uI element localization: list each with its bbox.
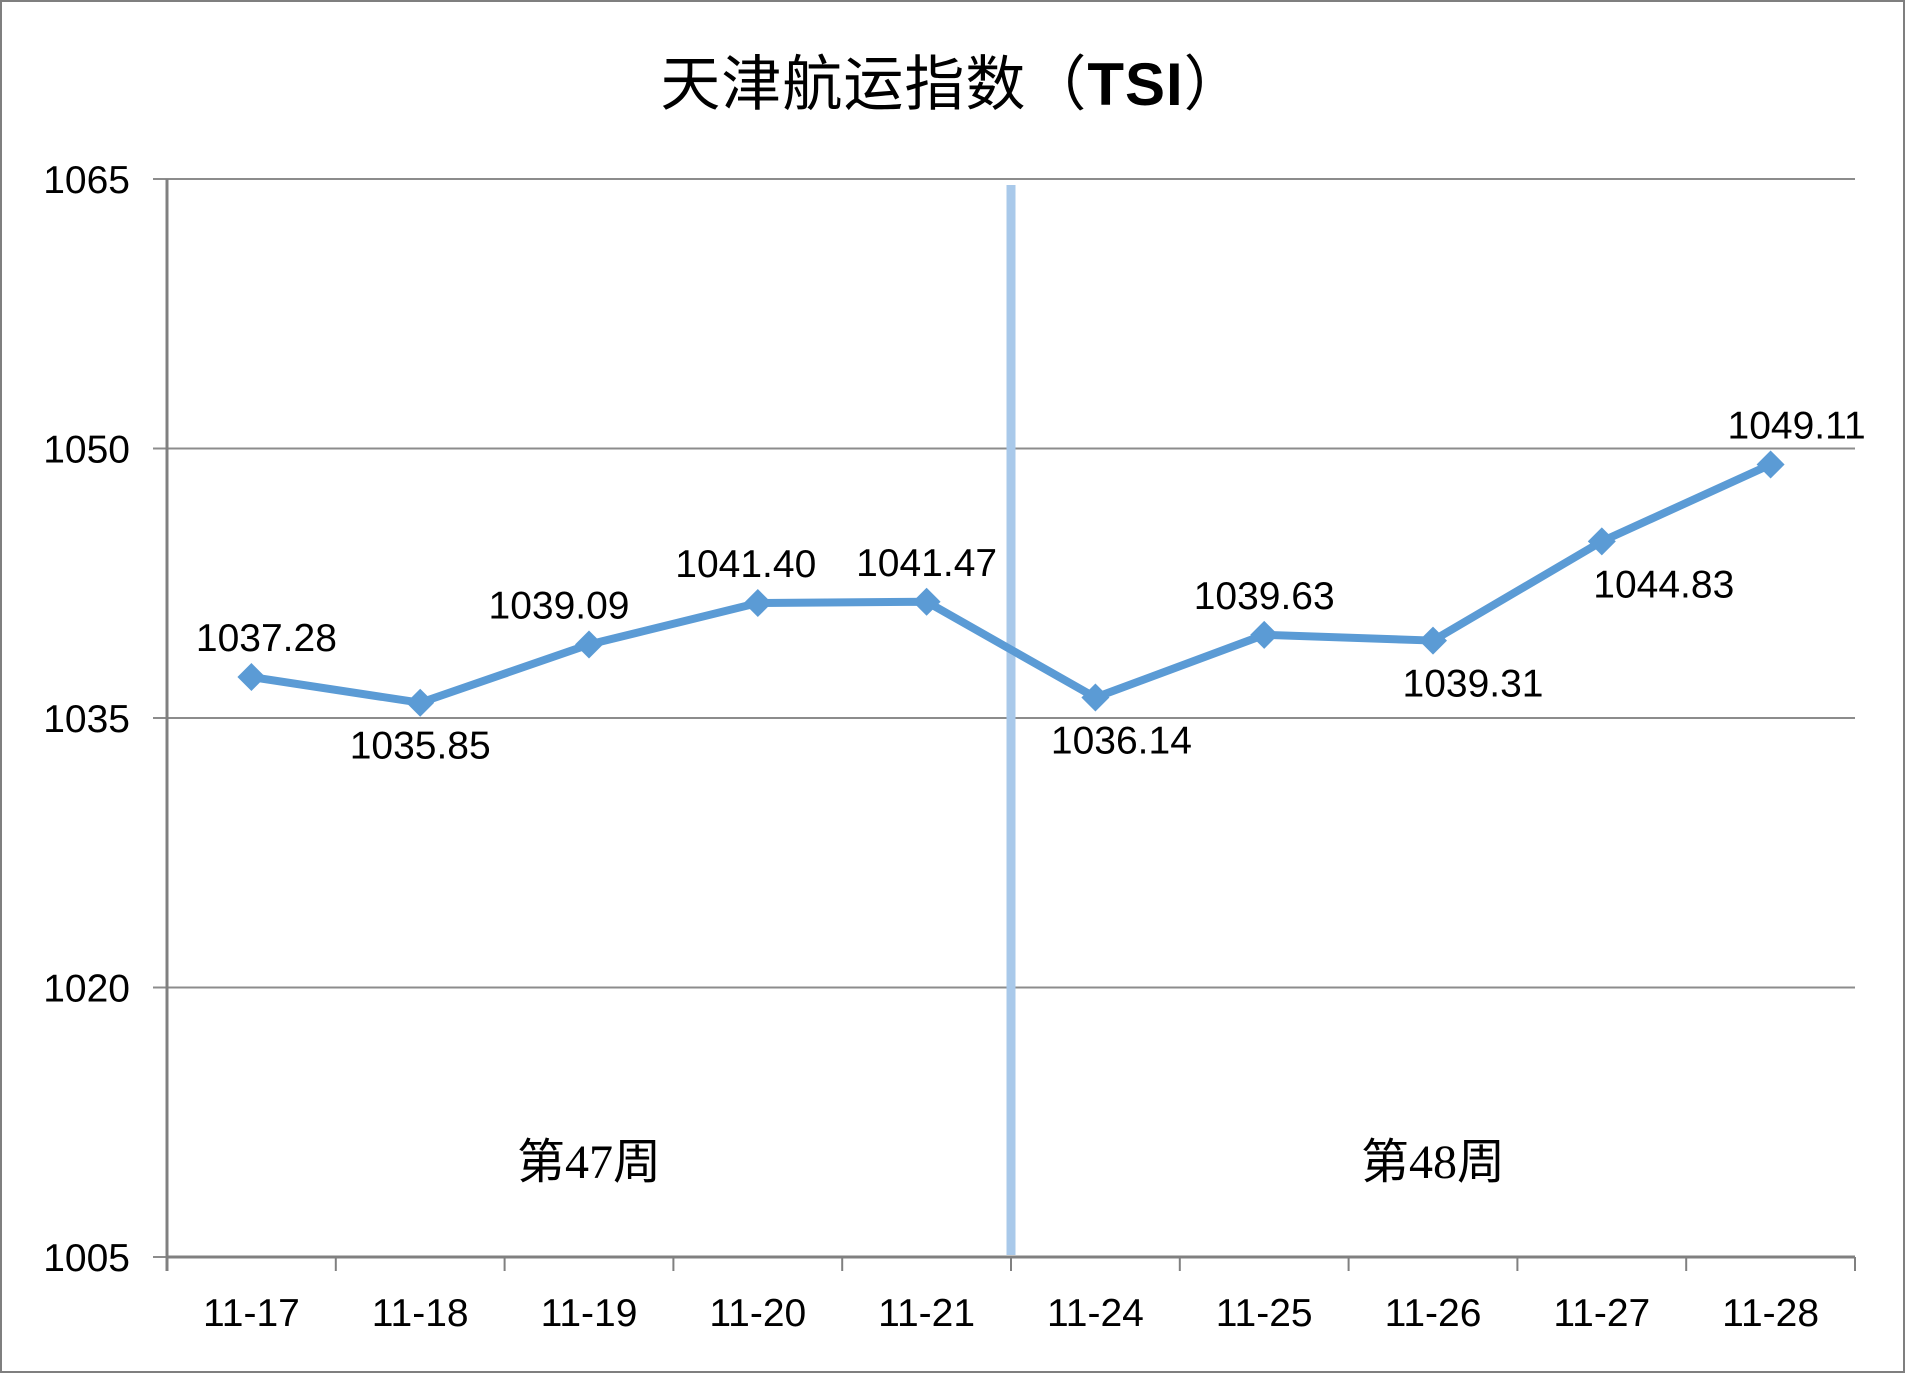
y-axis-label-1020: 1020 — [43, 968, 130, 1011]
y-axis-label-1005: 1005 — [43, 1237, 130, 1280]
x-axis-label-11-24: 11-24 — [1047, 1292, 1144, 1335]
data-label-11-20: 1041.40 — [675, 543, 816, 586]
data-label-11-27: 1044.83 — [1593, 563, 1734, 606]
data-label-11-24: 1036.14 — [1051, 720, 1192, 763]
data-point-marker-11-17 — [237, 663, 266, 692]
data-label-11-25: 1039.63 — [1194, 575, 1335, 618]
data-label-11-21: 1041.47 — [856, 542, 997, 585]
data-point-marker-11-19 — [575, 630, 603, 659]
data-label-11-18: 1035.85 — [350, 725, 491, 768]
x-axis-label-11-27: 11-27 — [1553, 1292, 1650, 1335]
x-axis-label-11-25: 11-25 — [1216, 1292, 1313, 1335]
y-axis-label-1065: 1065 — [43, 159, 130, 202]
y-axis-label-1035: 1035 — [43, 698, 130, 741]
data-point-marker-11-28 — [1756, 450, 1785, 479]
y-axis-label-1050: 1050 — [43, 429, 130, 472]
chart-title-cn-prefix: 天津航运指数（ — [660, 52, 1088, 118]
x-axis-label-11-21: 11-21 — [878, 1292, 975, 1335]
data-point-marker-11-18 — [406, 688, 435, 717]
x-axis-label-11-19: 11-19 — [541, 1292, 638, 1335]
week-annotation-2: 第48周 — [1361, 1136, 1505, 1189]
chart-title-cn-suffix: ） — [1183, 52, 1245, 118]
x-axis-label-11-20: 11-20 — [709, 1292, 806, 1335]
data-point-marker-11-26 — [1419, 626, 1447, 655]
x-axis-label-11-28: 11-28 — [1722, 1292, 1819, 1335]
data-point-marker-11-20 — [743, 589, 772, 618]
data-label-11-28: 1049.11 — [1728, 404, 1866, 447]
data-point-marker-11-27 — [1587, 527, 1616, 556]
data-point-marker-11-25 — [1250, 620, 1279, 649]
chart-title: 天津航运指数（TSI） — [2, 36, 1903, 123]
data-point-marker-11-21 — [912, 587, 941, 616]
x-axis-label-11-26: 11-26 — [1385, 1292, 1482, 1335]
x-axis-label-11-18: 11-18 — [372, 1292, 469, 1335]
data-point-marker-11-24 — [1081, 683, 1110, 712]
tsi-series-line — [247, 460, 1775, 707]
data-label-11-26: 1039.31 — [1403, 663, 1544, 706]
chart-title-tsi: TSI — [1087, 51, 1184, 118]
week-annotation-1: 第47周 — [517, 1136, 661, 1189]
x-axis-label-11-17: 11-17 — [203, 1292, 300, 1335]
data-label-11-17: 1037.28 — [196, 617, 337, 660]
data-label-11-19: 1039.09 — [489, 585, 630, 628]
